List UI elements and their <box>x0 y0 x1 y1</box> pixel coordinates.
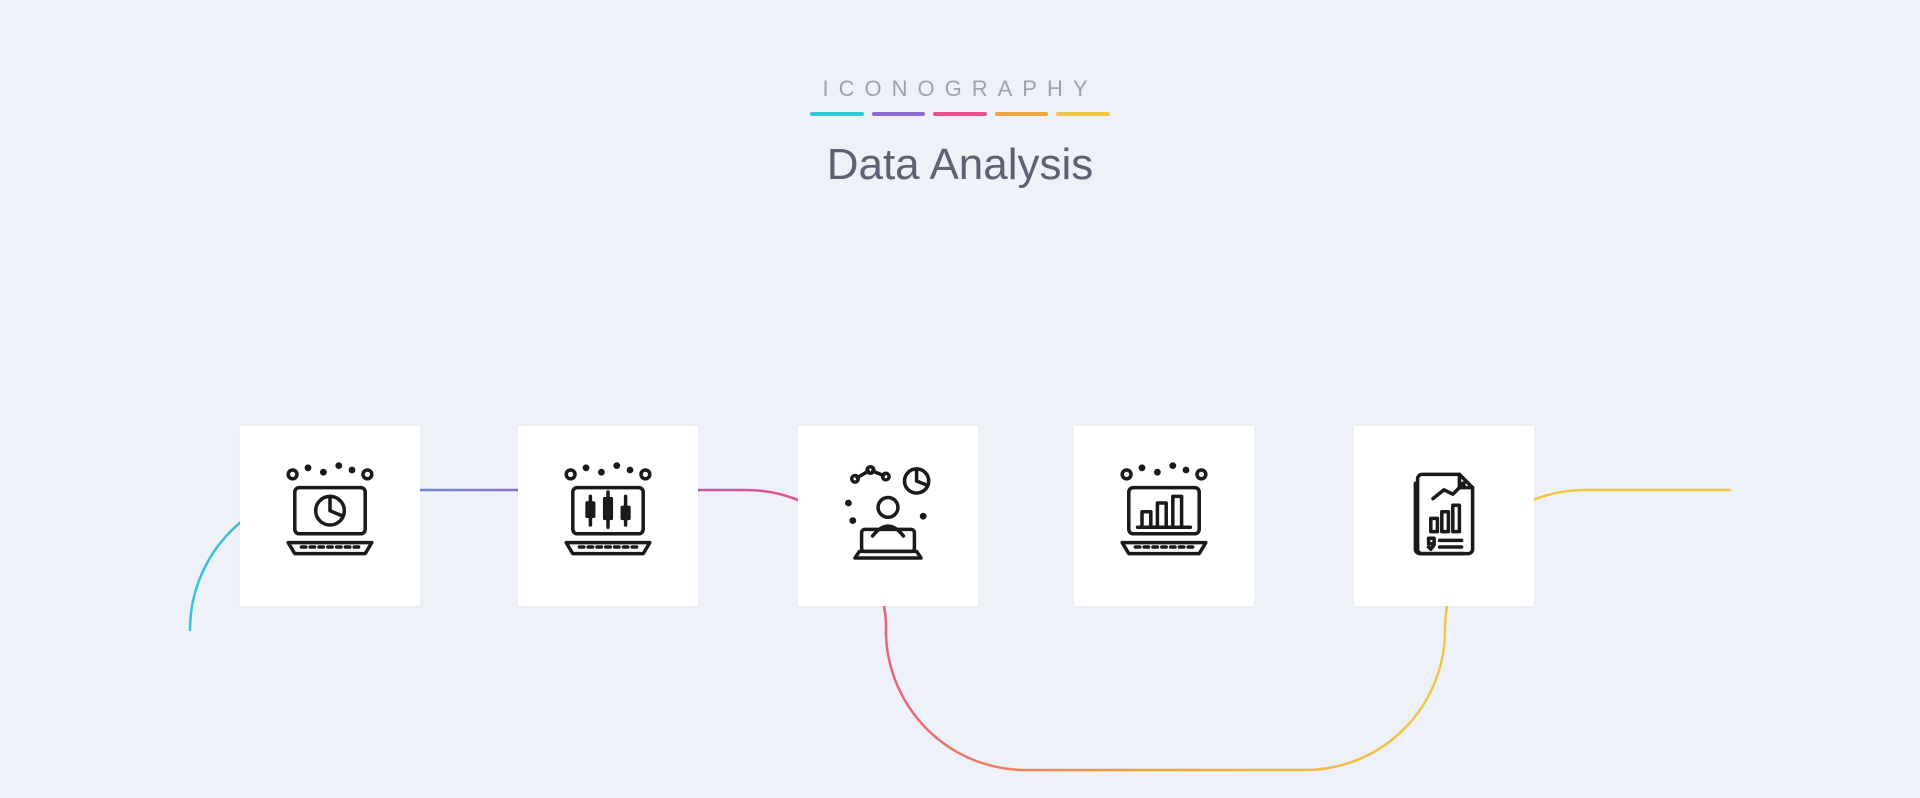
underline-seg <box>995 112 1049 116</box>
icon-card <box>240 426 420 606</box>
laptop-candlestick-icon <box>553 459 663 574</box>
page-title: Data Analysis <box>0 140 1920 190</box>
icon-card <box>1074 426 1254 606</box>
brand-underline <box>810 112 1110 116</box>
icon-card <box>518 426 698 606</box>
underline-seg <box>872 112 926 116</box>
underline-seg <box>810 112 864 116</box>
header: ICONOGRAPHY Data Analysis <box>0 76 1920 190</box>
icon-card <box>1354 426 1534 606</box>
underline-seg <box>1056 112 1110 116</box>
icon-card <box>798 426 978 606</box>
underline-seg <box>933 112 987 116</box>
laptop-pie-icon <box>275 459 385 574</box>
report-document-icon <box>1389 459 1499 574</box>
infographic-stage: { "header": { "brand": "ICONOGRAPHY", "t… <box>0 0 1920 798</box>
analyst-at-desk-icon <box>833 459 943 574</box>
brand-wordmark: ICONOGRAPHY <box>0 76 1920 102</box>
laptop-bar-chart-icon <box>1109 459 1219 574</box>
